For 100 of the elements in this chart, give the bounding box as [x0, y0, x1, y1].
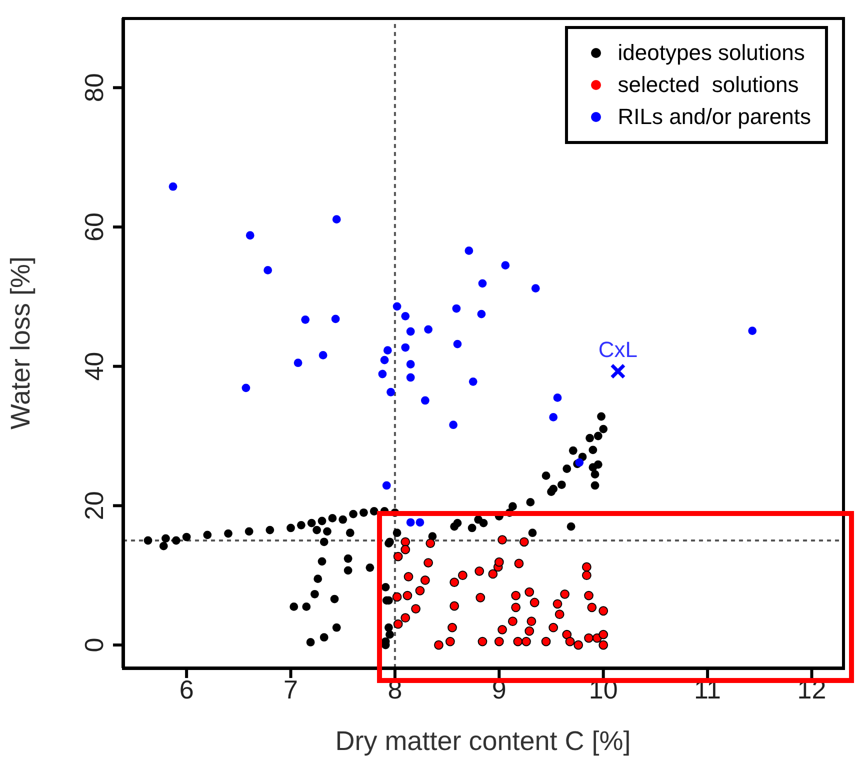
point [411, 604, 420, 614]
point [560, 589, 570, 599]
point [476, 592, 486, 602]
point [452, 304, 461, 313]
point [294, 358, 302, 368]
point [478, 279, 487, 288]
point [400, 544, 410, 554]
point [575, 458, 584, 467]
point [584, 590, 594, 600]
point [380, 356, 389, 364]
y-tick-label: 0 [79, 638, 109, 652]
point [401, 312, 410, 320]
point [301, 315, 310, 324]
point [406, 373, 415, 382]
point [474, 566, 484, 576]
point [318, 350, 328, 360]
legend-label: ideotypes solutions [618, 39, 805, 67]
point [478, 636, 488, 646]
point [424, 325, 432, 334]
point [530, 598, 540, 608]
point [450, 578, 460, 588]
y-axis-title: Water loss [%] [6, 256, 36, 430]
point [501, 261, 510, 270]
point [406, 518, 415, 527]
point [415, 586, 425, 596]
point [386, 388, 395, 396]
point [420, 396, 430, 405]
point [393, 619, 403, 629]
point [400, 537, 410, 547]
legend-label: RILs and/or parents [618, 103, 811, 131]
point [477, 310, 486, 318]
point [404, 572, 414, 582]
point [748, 326, 757, 336]
point [587, 602, 597, 612]
point [382, 481, 391, 490]
point [434, 640, 444, 650]
point [401, 343, 410, 352]
point [383, 346, 392, 355]
point [416, 518, 424, 527]
point [494, 636, 504, 646]
point [598, 640, 608, 650]
point [464, 246, 474, 255]
point [554, 610, 564, 620]
point [511, 590, 521, 600]
point [448, 622, 457, 632]
point [332, 215, 341, 224]
point [584, 633, 594, 643]
point [494, 557, 504, 567]
point [582, 570, 592, 580]
point [513, 636, 523, 646]
point [400, 613, 410, 623]
point [331, 314, 340, 324]
point [378, 370, 387, 378]
point [552, 599, 562, 609]
point [498, 624, 507, 634]
point [420, 576, 430, 585]
point [445, 636, 455, 646]
point [548, 622, 558, 632]
y-tick-label: 80 [79, 73, 109, 102]
point [610, 363, 626, 379]
point [406, 327, 415, 336]
point [453, 340, 462, 348]
x-tick-label: 6 [179, 674, 194, 704]
point [402, 590, 412, 600]
annotation: CxL [598, 337, 638, 362]
point [393, 552, 403, 562]
point [541, 636, 551, 646]
point [508, 616, 518, 626]
point [574, 640, 584, 650]
y-tick-label: 60 [79, 212, 109, 242]
point [264, 266, 272, 274]
point [488, 569, 498, 579]
point [598, 630, 608, 640]
x-tick-label: 7 [284, 674, 298, 704]
legend-label: selected solutions [618, 71, 799, 99]
point [406, 360, 415, 368]
point [562, 630, 572, 640]
point [524, 587, 534, 597]
point [524, 626, 534, 636]
x-axis-title: Dry matter content C [%] [335, 726, 631, 756]
point [549, 412, 558, 422]
point [498, 535, 507, 545]
point [468, 377, 478, 386]
point [246, 231, 254, 240]
point [168, 182, 178, 191]
point [458, 570, 468, 580]
point [392, 302, 402, 311]
point [598, 606, 608, 616]
point [522, 636, 531, 646]
point [526, 616, 536, 626]
point [242, 384, 250, 392]
y-tick-label: 20 [79, 491, 109, 520]
point [449, 420, 458, 430]
point [426, 538, 436, 548]
point [392, 592, 402, 602]
point [424, 558, 433, 568]
point [511, 602, 521, 612]
point [514, 558, 524, 568]
point [565, 636, 575, 646]
point [582, 562, 592, 572]
